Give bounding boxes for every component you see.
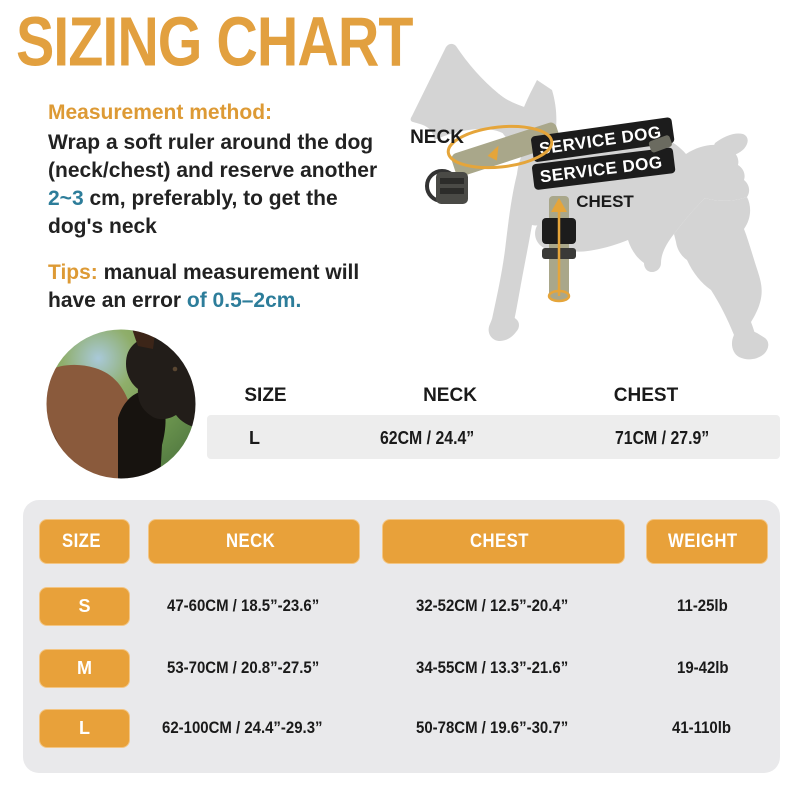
svg-text:NECK: NECK xyxy=(410,127,464,148)
svg-text:CHEST: CHEST xyxy=(576,192,634,211)
